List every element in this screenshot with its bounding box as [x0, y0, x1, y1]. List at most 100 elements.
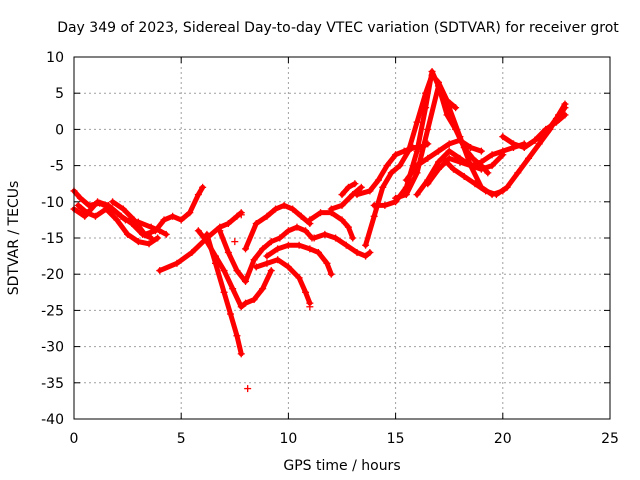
outlier-point	[231, 238, 239, 246]
data-point	[145, 240, 153, 248]
data-point	[74, 201, 82, 209]
data-point	[295, 241, 303, 249]
y-tick-label: -15	[41, 231, 64, 247]
data-point	[413, 162, 421, 170]
data-point	[250, 256, 258, 264]
series-arc-7	[203, 230, 245, 358]
data-point	[252, 220, 260, 228]
series-arc-13	[310, 230, 374, 260]
data-point	[169, 212, 177, 220]
data-point	[284, 241, 292, 249]
data-point	[162, 230, 170, 238]
data-point	[220, 267, 228, 275]
data-point	[452, 104, 460, 112]
y-tick-label: -35	[41, 376, 64, 392]
y-tick-label: 10	[46, 50, 64, 66]
data-point	[267, 238, 275, 246]
x-tick-label: 10	[279, 431, 297, 447]
data-point	[117, 212, 125, 220]
data-point	[488, 151, 496, 159]
data-point	[203, 230, 211, 238]
x-tick-label: 25	[601, 431, 619, 447]
data-point	[302, 288, 310, 296]
data-point	[327, 270, 335, 278]
data-point	[542, 129, 550, 137]
series-arc-11	[263, 241, 335, 278]
data-point	[366, 187, 374, 195]
data-point	[434, 158, 442, 166]
data-point	[392, 194, 400, 202]
data-point	[263, 212, 271, 220]
data-point	[477, 147, 485, 155]
data-point	[362, 252, 370, 260]
data-point	[449, 165, 457, 173]
data-point	[422, 104, 430, 112]
data-point	[477, 158, 485, 166]
data-point	[274, 245, 282, 253]
series-trace	[425, 141, 527, 187]
data-point	[338, 191, 346, 199]
data-point	[216, 227, 224, 235]
series-trace	[243, 202, 313, 252]
data-point	[467, 162, 475, 170]
data-point	[392, 151, 400, 159]
series-trace	[328, 184, 364, 212]
data-point	[445, 154, 453, 162]
data-point	[424, 180, 432, 188]
data-point	[332, 234, 340, 242]
chart-title: Day 349 of 2023, Sidereal Day-to-day VTE…	[57, 20, 619, 36]
data-point	[156, 267, 164, 275]
data-point	[134, 238, 142, 246]
data-point	[317, 209, 325, 217]
data-point	[366, 248, 374, 256]
data-point	[194, 227, 202, 235]
data-point	[424, 154, 432, 162]
data-point	[503, 183, 511, 191]
data-point	[224, 220, 232, 228]
series-arc-25	[520, 104, 569, 151]
data-point	[428, 67, 436, 75]
data-point	[387, 169, 395, 177]
data-point	[91, 212, 99, 220]
data-point	[477, 165, 485, 173]
data-point	[327, 205, 335, 213]
data-point	[561, 104, 569, 112]
axis-ticks: 0 5 10 15 20 25 -40 -35 -30 -25 -20 -15 -10 -5 0 5 10	[41, 50, 619, 447]
data-point	[199, 183, 207, 191]
outlier-point	[306, 303, 314, 311]
data-point	[338, 216, 346, 224]
data-point	[293, 223, 301, 231]
data-point	[351, 180, 359, 188]
data-point	[263, 252, 271, 260]
data-point	[445, 147, 453, 155]
data-point	[259, 285, 267, 293]
data-point	[130, 216, 138, 224]
data-point	[267, 267, 275, 275]
data-point	[242, 299, 250, 307]
y-tick-label: -5	[50, 159, 64, 175]
data-point	[456, 136, 464, 144]
y-tick-label: -20	[41, 267, 64, 283]
data-point	[460, 172, 468, 180]
data-point	[188, 248, 196, 256]
series-trace	[307, 210, 356, 241]
data-point	[439, 154, 447, 162]
data-point	[520, 144, 528, 151]
data-point	[484, 169, 492, 177]
data-point	[242, 277, 250, 285]
data-point	[141, 230, 149, 238]
y-tick-label: -25	[41, 303, 64, 319]
data-point	[147, 234, 155, 242]
data-point	[302, 227, 310, 235]
data-point	[250, 296, 258, 304]
data-point	[456, 158, 464, 166]
series-trace	[157, 210, 244, 274]
data-point	[154, 234, 162, 242]
y-tick-label: 0	[55, 122, 64, 138]
data-point	[357, 183, 365, 191]
series-arc-10	[252, 256, 314, 307]
data-point	[381, 201, 389, 209]
data-point	[233, 212, 241, 220]
data-point	[353, 191, 361, 199]
